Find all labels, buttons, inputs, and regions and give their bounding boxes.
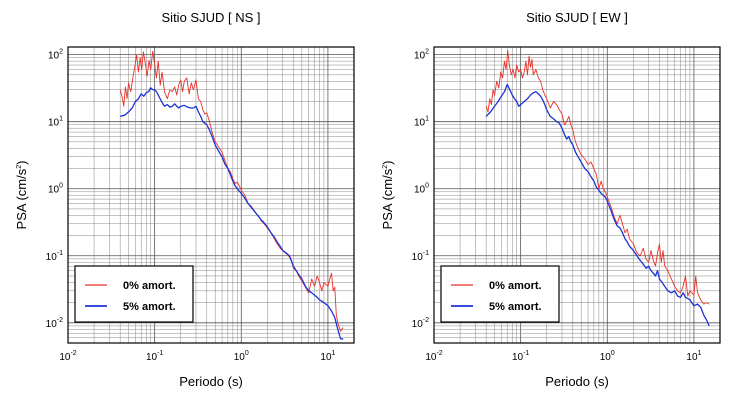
legend: 0% amort. 5% amort. [74,265,194,323]
chart-title: Sitio SJUD [ NS ] [162,10,261,25]
series-line-amort-0 [485,50,710,305]
y-tick-label: 101 [414,116,429,129]
grid [433,47,721,344]
chart-ew: 10-2 10-1 100 101 10-2 10-1 100 101 102 Sitio SJU… [380,10,721,389]
y-tick-label: 102 [414,49,429,62]
x-tick-label: 10-1 [146,350,163,363]
legend-label: 5% amort. [489,301,542,313]
x-axis-label: Periodo (s) [179,374,243,389]
x-tick-label: 100 [600,350,615,363]
plot-frame [67,46,355,344]
x-tick-label: 10-2 [425,350,442,363]
x-tick-label: 101 [686,350,701,363]
y-tick-label: 100 [414,183,429,196]
y-tick-label: 10-2 [46,317,63,330]
plot-frame [433,46,721,344]
legend-label: 0% amort. [123,280,176,292]
y-tick-label: 10-1 [412,250,429,263]
x-tick-label: 10-2 [59,350,76,363]
chart-title: Sitio SJUD [ EW ] [526,10,628,25]
y-tick-label: 102 [48,49,63,62]
series-line-amort-5 [119,87,344,340]
y-axis-label: PSA (cm/s2) [14,161,29,230]
y-tick-label: 101 [48,116,63,129]
grid [67,47,355,344]
legend-label: 0% amort. [489,280,542,292]
legend-box [74,265,194,323]
series-line-amort-5 [485,83,710,327]
x-axis-label: Periodo (s) [545,374,609,389]
legend-box [440,265,560,323]
chart-ns: 10-2 10-1 100 101 10-2 10-1 100 101 102 Sitio SJU… [14,10,355,389]
y-tick-label: 10-1 [46,250,63,263]
legend: 0% amort. 5% amort. [440,265,560,323]
x-tick-label: 101 [320,350,335,363]
y-tick-label: 10-2 [412,317,429,330]
legend-label: 5% amort. [123,301,176,313]
y-axis-label: PSA (cm/s2) [380,161,395,230]
x-tick-label: 100 [234,350,249,363]
y-tick-label: 100 [48,183,63,196]
x-tick-label: 10-1 [512,350,529,363]
